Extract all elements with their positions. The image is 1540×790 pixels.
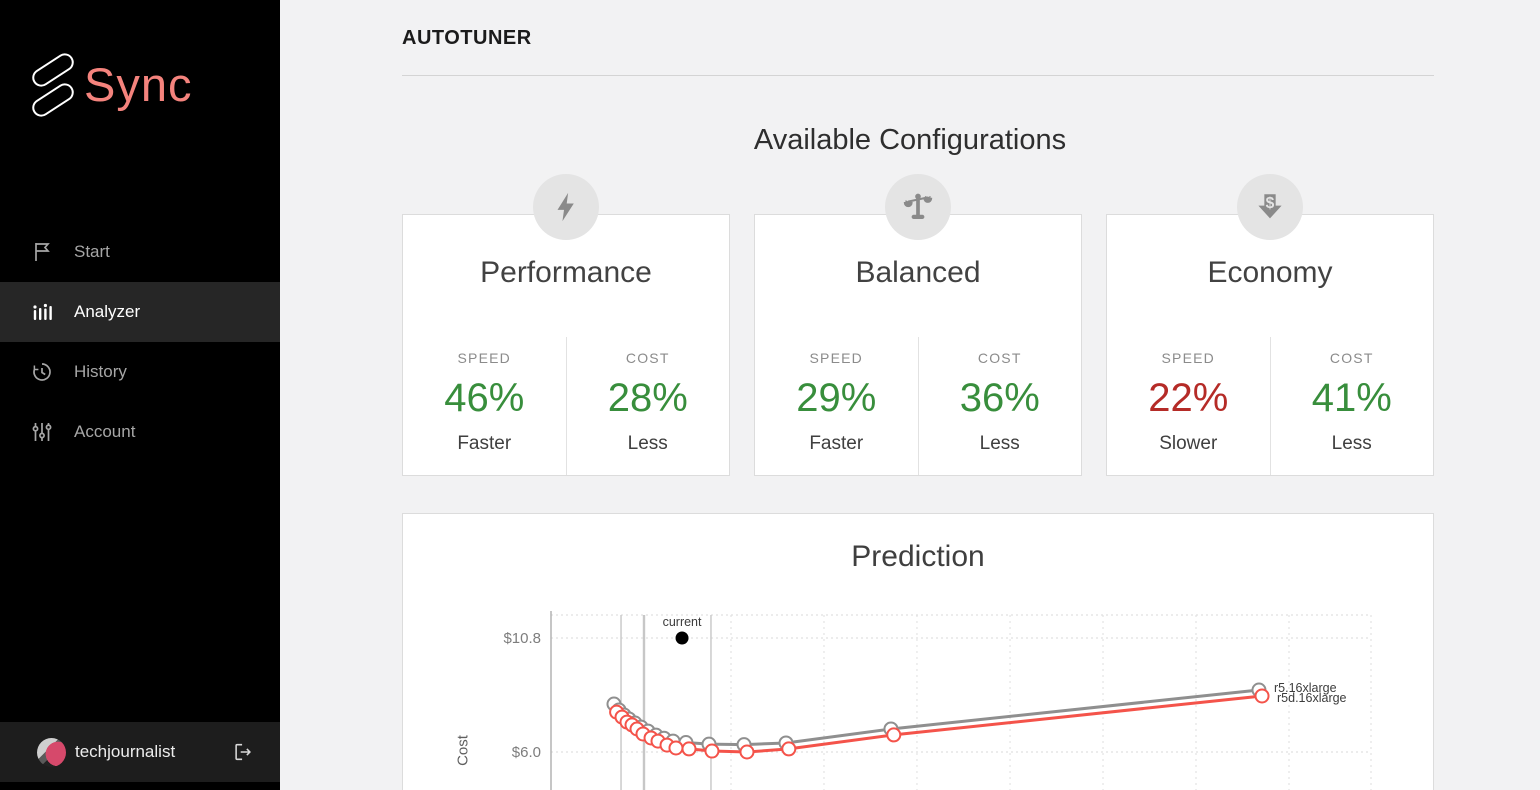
data-point-marker [681, 741, 697, 757]
metric-header: SPEED [457, 350, 511, 366]
history-icon [30, 360, 54, 384]
card-title: Economy [1207, 256, 1333, 289]
current-label: current [663, 615, 702, 629]
sliders-icon [30, 420, 54, 444]
sync-logo-icon [28, 79, 78, 121]
data-point-marker [739, 744, 755, 760]
metric-header: COST [625, 350, 670, 366]
data-point-marker [704, 743, 720, 759]
data-point-marker [668, 740, 684, 756]
metric-caption: Faster [457, 433, 512, 454]
username: techjournalist [75, 742, 176, 761]
sidebar-item-start[interactable]: Start [0, 222, 280, 282]
speed-metric: SPEED 22% Slower [1107, 337, 1270, 475]
metric-caption: Faster [809, 433, 864, 454]
app-logo: Sync [0, 49, 280, 135]
metric-value: 29% [796, 376, 877, 420]
cost-metric: COST 28% Less [565, 337, 730, 475]
metric-value: 36% [959, 376, 1040, 420]
cost-metric: COST 41% Less [1269, 337, 1434, 475]
sidebar-item-analyzer[interactable]: Analyzer [0, 282, 280, 342]
scale-icon [885, 174, 951, 240]
metric-caption: Slower [1159, 433, 1218, 454]
lightning-icon [533, 174, 599, 240]
sidebar-item-label: Account [74, 422, 136, 441]
current-point [675, 631, 689, 645]
metric-header: COST [1329, 350, 1374, 366]
series-label: r5.16xlarge [1274, 681, 1337, 695]
section-title: Available Configurations [753, 124, 1067, 156]
user-row[interactable]: techjournalist [0, 722, 280, 782]
metric-header: SPEED [1161, 350, 1215, 366]
cost-metric: COST 36% Less [917, 337, 1082, 475]
sidebar-item-history[interactable]: History [0, 342, 280, 402]
card-title: Balanced [855, 256, 981, 289]
card-metrics: SPEED 22% Slower COST 41% Less [1107, 337, 1433, 475]
card-metrics: SPEED 29% Faster COST 36% Less [755, 337, 1081, 475]
y-tick-label: $10.8 [503, 630, 541, 647]
metric-value: 22% [1148, 376, 1229, 420]
sidebar-item-label: Analyzer [74, 302, 141, 321]
sidebar-nav: Start Analyzer History [0, 222, 280, 462]
sidebar-item-label: Start [74, 242, 110, 261]
metric-caption: Less [979, 433, 1020, 454]
data-point-marker [1254, 688, 1270, 704]
data-point-marker [886, 727, 902, 743]
header-divider [402, 75, 1434, 76]
metric-value: 41% [1311, 376, 1392, 420]
metric-header: SPEED [809, 350, 863, 366]
avatar [37, 737, 66, 767]
card-title: Performance [480, 256, 652, 289]
config-cards-row: Performance SPEED 46% Faster COST 28% Le… [402, 174, 1434, 476]
page-title: AUTOTUNER [402, 27, 532, 49]
bar-chart-icon [30, 300, 54, 324]
metric-caption: Less [1331, 433, 1372, 454]
metric-value: 46% [444, 376, 525, 420]
sidebar: Sync Start Analyzer [0, 0, 280, 790]
config-card-economy[interactable]: $ Economy SPEED 22% Slower COST 41% Less [1106, 174, 1434, 476]
y-tick-label: $6.0 [512, 744, 541, 761]
sidebar-item-account[interactable]: Account [0, 402, 280, 462]
chart-title: Prediction [851, 540, 985, 573]
metric-header: COST [977, 350, 1022, 366]
app-logo-text: Sync [84, 58, 193, 111]
speed-metric: SPEED 29% Faster [755, 337, 918, 475]
metric-value: 28% [607, 376, 688, 420]
svg-text:$: $ [1266, 195, 1275, 212]
logout-icon[interactable] [232, 741, 254, 763]
card-metrics: SPEED 46% Faster COST 28% Less [403, 337, 729, 475]
dollar-down-icon: $ [1237, 174, 1303, 240]
main-content: AUTOTUNER Available Configurations Perfo… [280, 0, 1540, 790]
metric-caption: Less [627, 433, 668, 454]
config-card-balanced[interactable]: Balanced SPEED 29% Faster COST 36% Less [754, 174, 1082, 476]
flag-icon [30, 240, 54, 264]
prediction-card: Prediction Cost $10.8 $6.0 r5.16xlarge r5d.… [402, 513, 1434, 790]
data-point-marker [781, 741, 797, 757]
sidebar-item-label: History [74, 362, 127, 381]
config-card-performance[interactable]: Performance SPEED 46% Faster COST 28% Le… [402, 174, 730, 476]
page-header: AUTOTUNER [280, 0, 1540, 76]
series-label: r5d.16xlarge [1277, 691, 1347, 705]
speed-metric: SPEED 46% Faster [403, 337, 566, 475]
